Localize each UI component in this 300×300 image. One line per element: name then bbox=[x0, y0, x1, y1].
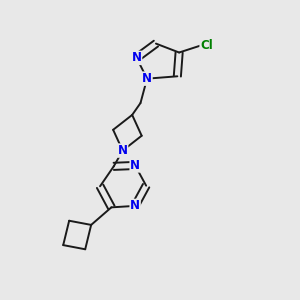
Text: N: N bbox=[130, 200, 140, 212]
Text: N: N bbox=[118, 144, 128, 157]
Text: N: N bbox=[142, 72, 152, 85]
Text: N: N bbox=[132, 51, 142, 64]
Text: N: N bbox=[130, 159, 140, 172]
Text: Cl: Cl bbox=[200, 39, 213, 52]
